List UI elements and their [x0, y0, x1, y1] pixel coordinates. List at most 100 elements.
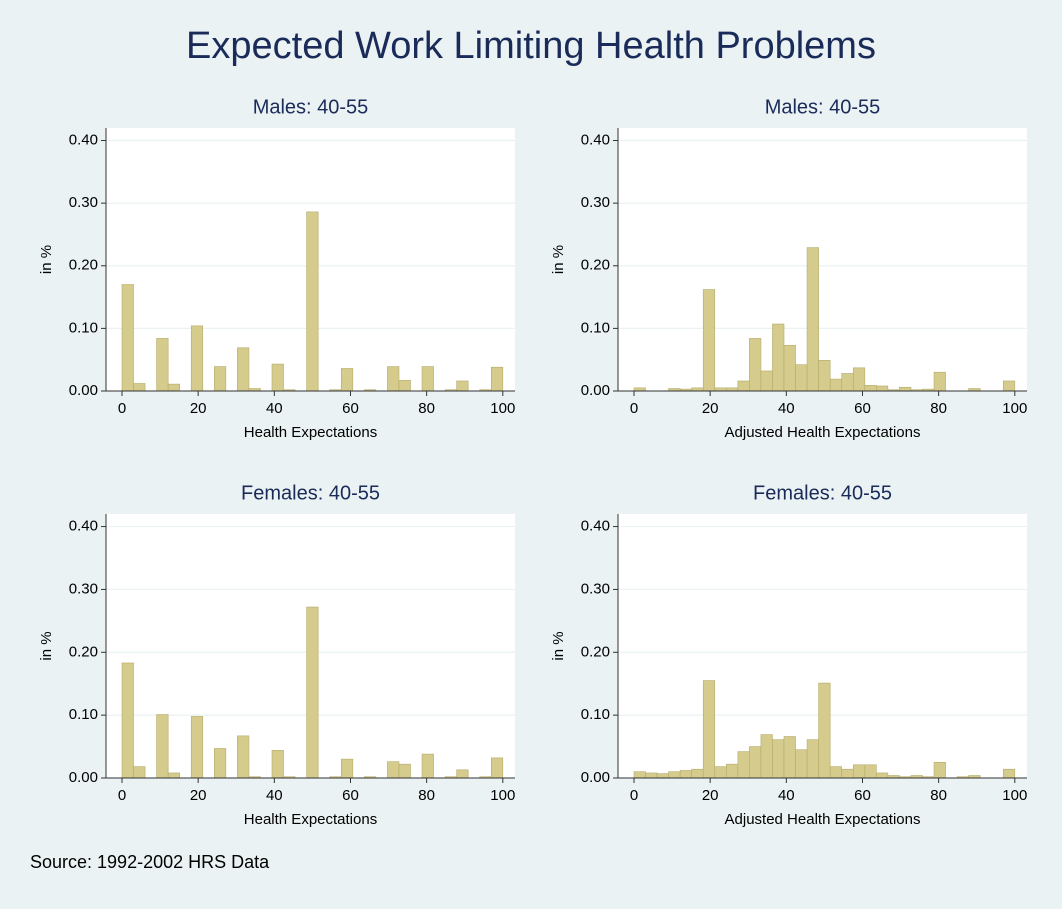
- main-title: Expected Work Limiting Health Problems: [186, 25, 876, 67]
- bar: [387, 366, 400, 392]
- bar: [760, 734, 773, 779]
- y-tick-label: 0.20: [581, 257, 610, 274]
- x-tick-label: 40: [266, 400, 283, 417]
- x-axis-label: Adjusted Health Expectations: [725, 811, 921, 828]
- x-axis-label: Adjusted Health Expectations: [725, 424, 921, 441]
- x-tick-label: 20: [190, 400, 207, 417]
- panel-title: Males: 40-55: [253, 96, 369, 118]
- bar: [237, 347, 250, 392]
- y-tick-label: 0.40: [69, 518, 98, 535]
- bar: [156, 338, 169, 392]
- y-tick-label: 0.40: [581, 131, 610, 148]
- bar: [737, 751, 750, 779]
- bar: [818, 682, 831, 779]
- y-tick-label: 0.30: [69, 194, 98, 211]
- bar: [841, 768, 854, 779]
- bar: [783, 736, 796, 779]
- x-tick-label: 60: [342, 400, 359, 417]
- y-tick-label: 0.30: [69, 580, 98, 597]
- bar: [852, 367, 866, 392]
- x-tick-label: 80: [418, 400, 435, 417]
- panel-title: Females: 40-55: [753, 482, 892, 504]
- x-tick-label: 40: [266, 787, 283, 804]
- x-tick-label: 0: [630, 400, 638, 417]
- x-tick-label: 100: [1002, 787, 1027, 804]
- plot-area: [618, 128, 1027, 391]
- bar: [899, 386, 912, 392]
- bar: [133, 383, 146, 392]
- panel-title: Females: 40-55: [241, 482, 380, 504]
- bar: [645, 772, 658, 779]
- bar: [271, 363, 284, 392]
- x-tick-label: 60: [854, 400, 871, 417]
- bar: [795, 364, 808, 392]
- y-tick-label: 0.00: [69, 769, 98, 786]
- y-tick-label: 0.30: [581, 580, 610, 597]
- x-tick-label: 20: [702, 400, 719, 417]
- bar: [714, 766, 727, 779]
- x-axis-label: Health Expectations: [244, 424, 377, 441]
- x-tick-label: 80: [418, 787, 435, 804]
- y-tick-label: 0.30: [581, 194, 610, 211]
- y-axis-label: in %: [550, 245, 567, 274]
- bar: [933, 371, 946, 392]
- bar: [421, 753, 434, 779]
- x-tick-label: 20: [702, 787, 719, 804]
- bar: [772, 323, 785, 392]
- bar: [156, 714, 169, 779]
- bar: [456, 769, 469, 779]
- x-tick-label: 0: [118, 400, 126, 417]
- bar: [691, 768, 704, 779]
- bar: [933, 761, 946, 779]
- bar: [818, 360, 831, 392]
- bar: [398, 763, 411, 779]
- x-tick-label: 0: [118, 787, 126, 804]
- bar: [398, 380, 411, 392]
- x-tick-label: 100: [490, 787, 515, 804]
- y-axis-label: in %: [38, 245, 55, 274]
- bar: [876, 385, 889, 392]
- bar: [190, 716, 204, 779]
- bar: [702, 289, 716, 392]
- y-axis-label: in %: [38, 631, 55, 660]
- bar: [726, 763, 739, 779]
- x-tick-label: 60: [342, 787, 359, 804]
- bar: [702, 680, 716, 779]
- bar: [876, 772, 889, 779]
- bar: [633, 771, 646, 779]
- y-tick-label: 0.00: [581, 382, 610, 399]
- y-tick-label: 0.10: [581, 319, 610, 336]
- y-tick-label: 0.00: [581, 769, 610, 786]
- bar: [133, 766, 146, 779]
- x-tick-label: 20: [190, 787, 207, 804]
- bar: [490, 757, 504, 779]
- bar: [190, 325, 204, 392]
- bar: [214, 748, 227, 779]
- bar: [121, 284, 134, 392]
- bar: [167, 383, 180, 392]
- bar: [306, 606, 319, 779]
- bar: [1002, 768, 1016, 779]
- x-tick-label: 40: [778, 400, 795, 417]
- bar: [237, 735, 250, 779]
- x-axis-label: Health Expectations: [244, 811, 377, 828]
- panel-title: Males: 40-55: [765, 96, 881, 118]
- bar: [387, 761, 400, 779]
- bar: [668, 771, 681, 779]
- y-tick-label: 0.00: [69, 382, 98, 399]
- bar: [772, 739, 785, 779]
- bar: [749, 338, 762, 392]
- bar: [656, 773, 669, 779]
- bar: [806, 247, 819, 392]
- bar: [167, 772, 180, 779]
- y-tick-label: 0.10: [69, 706, 98, 723]
- x-tick-label: 80: [930, 400, 947, 417]
- bar: [306, 211, 319, 392]
- bar: [340, 368, 354, 392]
- y-tick-label: 0.40: [581, 518, 610, 535]
- bar: [490, 366, 504, 392]
- bar: [456, 380, 469, 392]
- y-tick-label: 0.20: [581, 643, 610, 660]
- bar: [121, 662, 134, 779]
- x-tick-label: 40: [778, 787, 795, 804]
